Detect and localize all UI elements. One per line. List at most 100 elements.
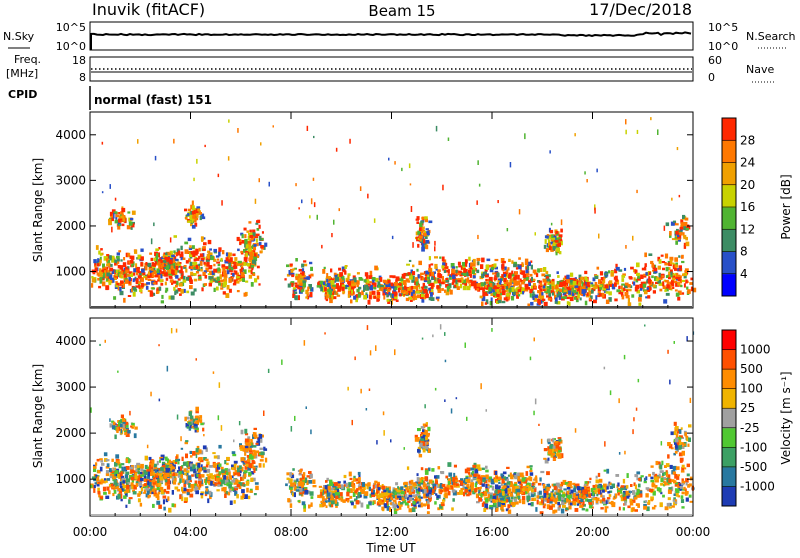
echo-cell bbox=[513, 291, 516, 295]
echo-cell bbox=[682, 492, 685, 495]
echo-cell bbox=[301, 264, 304, 268]
echo-cell bbox=[113, 296, 116, 300]
echo-cell bbox=[674, 281, 678, 283]
echo-cell bbox=[608, 291, 612, 295]
echo-cell bbox=[515, 486, 519, 489]
echo-cell bbox=[423, 503, 426, 506]
echo-cell bbox=[508, 282, 510, 286]
echo-cell bbox=[544, 302, 548, 307]
echo-cell bbox=[611, 272, 614, 277]
echo-cell bbox=[130, 218, 133, 220]
echo-cell bbox=[354, 491, 357, 494]
echo-cell bbox=[434, 501, 437, 504]
echo-cell bbox=[577, 486, 581, 490]
echo-cell bbox=[594, 208, 596, 214]
echo-cell bbox=[482, 483, 485, 486]
echo-cell bbox=[391, 283, 394, 287]
echo-cell bbox=[100, 467, 103, 472]
echo-cell bbox=[580, 277, 583, 281]
echo-cell bbox=[146, 286, 149, 290]
echo-cell bbox=[231, 480, 235, 483]
echo-cell bbox=[94, 265, 96, 267]
echo-cell bbox=[130, 469, 134, 473]
echo-cell bbox=[445, 476, 448, 479]
echo-cell bbox=[583, 495, 586, 498]
echo-cell bbox=[123, 480, 126, 483]
echo-cell bbox=[426, 240, 430, 244]
echo-cell bbox=[685, 280, 688, 284]
echo-cell bbox=[527, 485, 530, 488]
echo-cell bbox=[139, 285, 141, 289]
echo-cell bbox=[174, 235, 178, 238]
echo-cell bbox=[422, 277, 425, 280]
echo-cell bbox=[296, 489, 299, 491]
echo-cell bbox=[125, 474, 128, 478]
echo-cell bbox=[536, 495, 539, 498]
echo-cell bbox=[672, 287, 674, 289]
echo-cell bbox=[425, 277, 427, 280]
echo-cell bbox=[216, 287, 219, 291]
echo-cell bbox=[573, 281, 577, 285]
echo-cell bbox=[366, 275, 369, 279]
echo-cell bbox=[251, 268, 253, 271]
echo-cell bbox=[485, 275, 489, 278]
echo-cell bbox=[179, 293, 182, 296]
echo-cell bbox=[171, 255, 175, 258]
echo-cell bbox=[130, 274, 133, 277]
echo-cell bbox=[555, 231, 558, 234]
echo-cell bbox=[299, 269, 303, 272]
y-tick-label: 1000 bbox=[55, 265, 86, 279]
echo-cell bbox=[104, 267, 107, 269]
echo-cell bbox=[451, 507, 454, 510]
echo-cell bbox=[417, 244, 419, 248]
echo-cell bbox=[582, 289, 585, 294]
echo-cell bbox=[402, 274, 406, 279]
echo-cell bbox=[119, 224, 121, 226]
echo-cell bbox=[585, 481, 588, 484]
echo-cell bbox=[133, 292, 136, 297]
echo-cell bbox=[633, 281, 635, 285]
echo-cell bbox=[602, 498, 605, 502]
echo-cell bbox=[448, 491, 451, 496]
echo-cell bbox=[535, 475, 537, 479]
echo-cell bbox=[670, 272, 672, 275]
echo-cell bbox=[643, 504, 647, 506]
echo-cell bbox=[310, 267, 313, 271]
echo-cell bbox=[259, 236, 262, 241]
echo-cell bbox=[477, 261, 479, 265]
echo-cell bbox=[349, 139, 351, 144]
echo-cell bbox=[664, 289, 666, 292]
echo-cell bbox=[201, 236, 204, 241]
echo-cell bbox=[530, 293, 532, 298]
echo-cell bbox=[205, 459, 209, 461]
echo-cell bbox=[307, 126, 309, 131]
echo-cell bbox=[224, 277, 227, 282]
colorbar-segment bbox=[722, 185, 736, 208]
echo-cell bbox=[344, 271, 346, 275]
echo-cell bbox=[546, 471, 550, 475]
echo-cell bbox=[411, 206, 413, 212]
echo-cell bbox=[473, 465, 476, 468]
echo-cell bbox=[235, 479, 238, 484]
echo-cell bbox=[249, 235, 253, 238]
echo-cell bbox=[361, 490, 365, 494]
echo-cell bbox=[234, 461, 238, 464]
echo-cell bbox=[123, 485, 127, 489]
echo-cell bbox=[449, 277, 452, 280]
echo-cell bbox=[460, 284, 462, 289]
echo-cell bbox=[183, 462, 187, 466]
echo-cell bbox=[102, 191, 104, 193]
echo-cell bbox=[120, 216, 124, 219]
echo-cell bbox=[468, 257, 471, 261]
echo-cell bbox=[416, 282, 419, 286]
echo-cell bbox=[303, 472, 305, 476]
echo-cell bbox=[321, 245, 323, 249]
echo-cell bbox=[550, 230, 553, 233]
echo-cell bbox=[399, 294, 401, 297]
echo-cell bbox=[634, 277, 636, 281]
echo-cell bbox=[213, 464, 216, 468]
echo-cell bbox=[469, 487, 471, 490]
echo-cell bbox=[460, 488, 464, 490]
echo-cell bbox=[535, 295, 538, 298]
echo-cell bbox=[201, 474, 205, 478]
